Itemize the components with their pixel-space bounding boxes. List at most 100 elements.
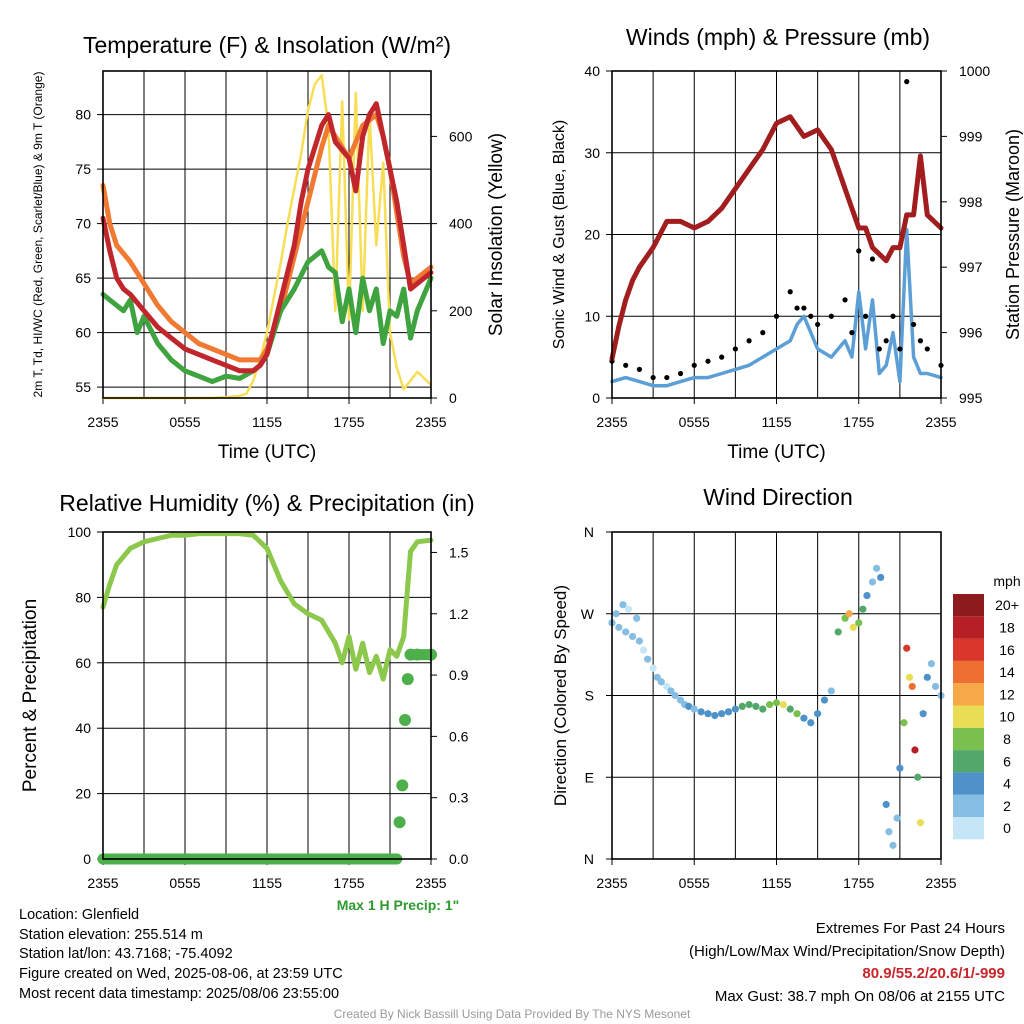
colorbar-swatch bbox=[953, 705, 984, 728]
y-tick-label: 55 bbox=[75, 379, 91, 395]
y2-tick-label: 0.9 bbox=[449, 667, 469, 683]
gust-point bbox=[746, 338, 752, 344]
y-tick-label: 40 bbox=[584, 63, 600, 79]
gust-point bbox=[828, 313, 834, 319]
direction-point bbox=[639, 646, 648, 654]
colorbar-swatch bbox=[953, 750, 984, 773]
y2-tick-label: 0.0 bbox=[449, 851, 469, 867]
colorbar-swatch bbox=[953, 638, 984, 661]
direction-point bbox=[745, 700, 753, 709]
direction-point bbox=[633, 614, 641, 622]
direction-point bbox=[872, 564, 881, 572]
x-tick-label: 1755 bbox=[843, 414, 874, 430]
y-tick-label: 0 bbox=[83, 851, 91, 867]
humidity-panel: 2355 0555 1155 1755 2355 0 20 40 60 80 100 0.0 0.3 0.… bbox=[20, 490, 475, 891]
colorbar-swatch bbox=[953, 817, 984, 840]
x-tick-label: 2355 bbox=[925, 414, 956, 430]
gust-point bbox=[801, 305, 807, 311]
direction-point bbox=[820, 696, 829, 704]
plot-frame bbox=[611, 70, 942, 399]
y-tick-label: 100 bbox=[68, 524, 92, 540]
y-axis-label: 2m T, Td, HI/WC (Red, Green, Scarlet/Blu… bbox=[31, 72, 45, 398]
gust-point bbox=[863, 313, 869, 319]
timestamp-text: Most recent data timestamp: 2025/08/06 2… bbox=[19, 985, 340, 1002]
y-tick-label: 0 bbox=[592, 390, 600, 406]
colorbar-label: 12 bbox=[999, 686, 1015, 702]
gust-point bbox=[773, 313, 780, 319]
direction-point bbox=[657, 678, 665, 686]
elevation-text: Station elevation: 255.514 m bbox=[19, 926, 203, 943]
y-tick-label: 60 bbox=[75, 655, 91, 671]
y-tick-label: 60 bbox=[75, 325, 91, 341]
y2-tick-label: 200 bbox=[449, 303, 473, 319]
extremes-values: 80.9/55.2/20.6/1/-999 bbox=[862, 965, 1005, 982]
y-tick-label: 80 bbox=[75, 107, 91, 123]
station-info: Location: Glenfield Station elevation: 2… bbox=[19, 906, 343, 1005]
direction-point bbox=[885, 828, 893, 836]
y2-tick-label: 996 bbox=[959, 325, 983, 341]
y-axis-label: Sonic Wind & Gust (Blue, Black) bbox=[551, 120, 568, 349]
colorbar-label: 4 bbox=[1003, 776, 1011, 792]
colorbar-unit: mph bbox=[993, 573, 1020, 589]
y2-tick-label: 0.6 bbox=[449, 728, 469, 744]
colorbar-swatch bbox=[953, 772, 984, 795]
direction-point bbox=[779, 700, 787, 709]
y2-tick-label: 999 bbox=[959, 128, 983, 144]
speed-colorbar: mph 0 2 4 6 8 10 12 14 16 18 20+ bbox=[953, 573, 1021, 840]
max-gust-text: Max Gust: 38.7 mph On 08/06 at 2155 UTC bbox=[714, 987, 1005, 1005]
direction-point bbox=[644, 655, 652, 663]
direction-point bbox=[697, 708, 705, 716]
pressure-line bbox=[609, 114, 944, 362]
gust-point bbox=[732, 346, 738, 352]
y-tick-label: 10 bbox=[584, 308, 600, 324]
colorbar-swatch bbox=[953, 594, 984, 617]
y2-tick-label: 997 bbox=[959, 259, 983, 275]
colorbar-swatch bbox=[953, 794, 984, 817]
colorbar-swatch bbox=[953, 616, 984, 639]
gust-point bbox=[623, 362, 629, 368]
dewpoint-line bbox=[100, 248, 434, 385]
location-text: Location: Glenfield bbox=[19, 907, 140, 923]
direction-point bbox=[931, 682, 940, 691]
y-tick-label: 20 bbox=[75, 786, 91, 802]
direction-point bbox=[893, 814, 901, 822]
direction-point bbox=[624, 605, 633, 613]
y2-tick-label: 400 bbox=[449, 216, 473, 232]
sonic-wind-line bbox=[610, 227, 943, 388]
colorbar-label: 6 bbox=[1003, 753, 1011, 769]
y2-tick-label: 600 bbox=[449, 128, 473, 144]
direction-point bbox=[827, 687, 835, 695]
direction-point bbox=[619, 601, 627, 609]
direction-point bbox=[772, 699, 781, 707]
direction-point bbox=[911, 746, 919, 754]
y2-axis-label: Station Pressure (Maroon) bbox=[1003, 129, 1023, 340]
direction-point bbox=[845, 610, 853, 618]
x-tick-label: 0555 bbox=[169, 875, 200, 891]
direction-point bbox=[718, 710, 726, 718]
direction-point bbox=[905, 673, 914, 681]
direction-point bbox=[649, 664, 657, 672]
y-tick-label: 40 bbox=[75, 720, 91, 736]
plot-frame bbox=[102, 70, 432, 399]
y2-axis-label: Solar Insolation (Yellow) bbox=[486, 133, 507, 336]
gust-point bbox=[924, 346, 930, 352]
direction-point bbox=[752, 702, 760, 711]
x-tick-label: 2355 bbox=[87, 875, 118, 891]
gust-point bbox=[808, 313, 814, 319]
direction-point bbox=[807, 719, 815, 727]
chart-title: Temperature (F) & Insolation (W/m²) bbox=[83, 32, 451, 58]
gust-point bbox=[842, 297, 848, 303]
gust-point bbox=[917, 338, 924, 344]
gust-point bbox=[815, 321, 821, 328]
direction-point bbox=[766, 700, 774, 709]
x-axis-label: Time (UTC) bbox=[727, 442, 826, 463]
y2-tick-label: 995 bbox=[959, 390, 983, 406]
colorbar-label: 10 bbox=[999, 709, 1015, 725]
x-tick-label: 1755 bbox=[333, 875, 364, 891]
gust-point bbox=[856, 248, 862, 254]
extremes-title: Extremes For Past 24 Hours bbox=[815, 920, 1005, 937]
direction-point bbox=[704, 710, 712, 718]
gust-point bbox=[677, 370, 684, 377]
x-tick-label: 1155 bbox=[761, 875, 791, 891]
temperature-panel: 2355 0555 1155 1755 2355 55 60 65 70 75 80 0 200 400 6… bbox=[31, 32, 507, 463]
